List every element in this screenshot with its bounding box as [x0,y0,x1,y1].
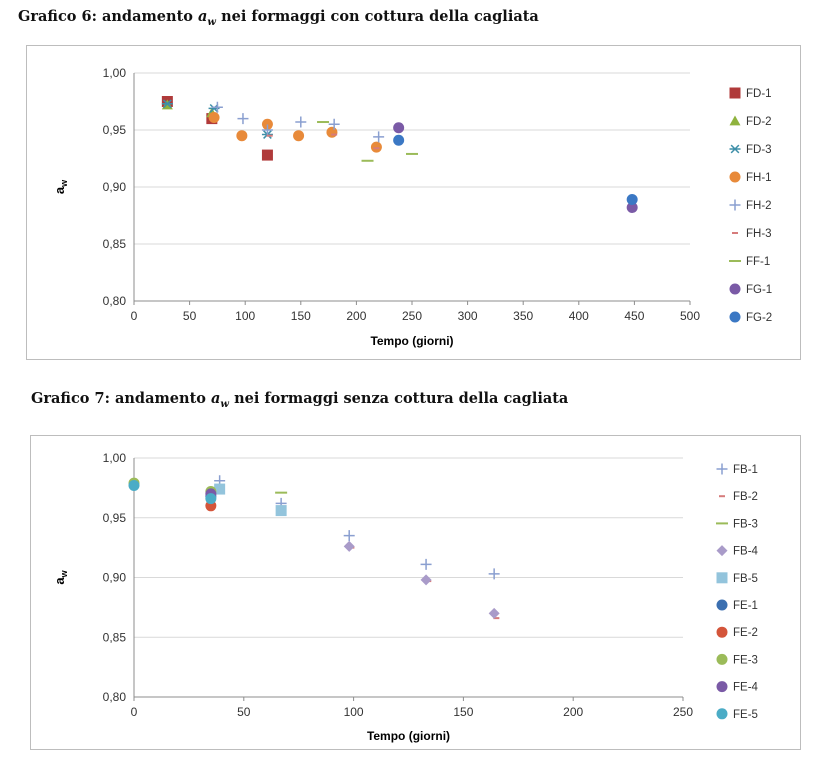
legend-label: FG-2 [746,312,772,324]
legend-marker [716,463,728,475]
data-point [343,530,355,542]
data-point [420,558,432,570]
legend-marker [729,171,741,183]
x-tick-label: 400 [569,309,589,323]
y-tick-label: 1,00 [103,66,127,80]
x-tick-label: 50 [237,705,251,719]
x-tick-label: 50 [183,309,197,323]
data-point [237,113,249,125]
y-tick-label: 1,00 [103,451,127,465]
data-point [626,202,638,214]
legend-label: FE-4 [733,682,759,694]
x-tick-label: 0 [131,705,138,719]
data-point [261,118,273,130]
y-tick-label: 0,80 [103,294,127,308]
data-point [293,130,305,142]
data-point [275,505,287,517]
x-tick-label: 100 [235,309,255,323]
legend-label: FE-3 [733,654,758,666]
y-tick-label: 0,90 [103,180,127,194]
legend-label: FE-2 [733,627,758,639]
x-tick-label: 100 [344,705,364,719]
data-point [488,568,500,580]
y-tick-label: 0,80 [103,690,127,704]
legend-marker [716,653,728,665]
y-axis-label: aw [52,179,69,194]
data-point [343,540,355,552]
legend-label: FE-1 [733,600,758,612]
chart-6-title: Grafico 6: andamento aw nei formaggi con… [18,8,539,28]
legend-marker [729,199,741,211]
legend-label: FF-1 [746,256,770,268]
y-tick-label: 0,95 [103,123,127,137]
data-point [208,111,220,123]
data-point [626,194,638,206]
x-tick-label: 150 [291,309,311,323]
legend-label: FH-3 [746,228,772,240]
legend-marker [716,626,728,638]
data-point [370,141,382,153]
data-point [393,134,405,146]
y-tick-label: 0,90 [103,571,127,585]
legend-label: FH-2 [746,200,772,212]
data-point [488,607,500,619]
legend-label: FD-2 [746,116,772,128]
data-point [214,483,226,495]
y-tick-label: 0,95 [103,511,127,525]
legend-marker [716,681,728,693]
data-point [211,101,223,113]
data-point [128,479,140,491]
legend-label: FB-2 [733,491,758,503]
legend-marker [729,144,741,154]
data-point [161,99,173,109]
data-point [236,130,248,142]
legend-label: FH-1 [746,172,772,184]
y-axis-label: aw [52,569,69,584]
data-point [295,116,307,128]
x-tick-label: 200 [346,309,366,323]
legend-label: FD-1 [746,88,772,100]
legend-label: FD-3 [746,144,772,156]
x-tick-label: 250 [402,309,422,323]
legend-label: FE-5 [733,709,758,721]
data-point [420,574,432,586]
legend-label: FB-1 [733,464,758,476]
x-tick-label: 250 [673,705,693,719]
x-tick-label: 300 [458,309,478,323]
legend-marker [716,708,728,720]
chart-6-frame [26,45,801,360]
y-tick-label: 0,85 [103,630,127,644]
y-tick-label: 0,85 [103,237,127,251]
x-tick-label: 150 [453,705,473,719]
x-axis-label: Tempo (giorni) [367,729,450,743]
chart-7-title: Grafico 7: andamento aw nei formaggi sen… [31,390,569,410]
x-tick-label: 200 [563,705,583,719]
legend-label: FB-5 [733,573,758,585]
legend-marker [729,283,741,295]
x-tick-label: 350 [513,309,533,323]
data-point [261,149,273,161]
legend-marker [729,311,741,323]
legend-marker [729,87,741,99]
legend-label: FB-3 [733,518,758,530]
legend-marker [716,545,728,557]
x-axis-label: Tempo (giorni) [370,334,453,348]
x-tick-label: 450 [624,309,644,323]
x-tick-label: 500 [680,309,700,323]
data-point [393,122,405,134]
legend-marker [716,599,728,611]
x-tick-label: 0 [131,309,138,323]
data-point [328,118,340,130]
data-point [373,131,385,143]
legend-label: FG-1 [746,284,772,296]
legend-marker [716,572,728,584]
data-point [205,493,217,505]
legend-label: FB-4 [733,546,759,558]
data-point [261,124,273,136]
legend-marker [729,115,741,126]
